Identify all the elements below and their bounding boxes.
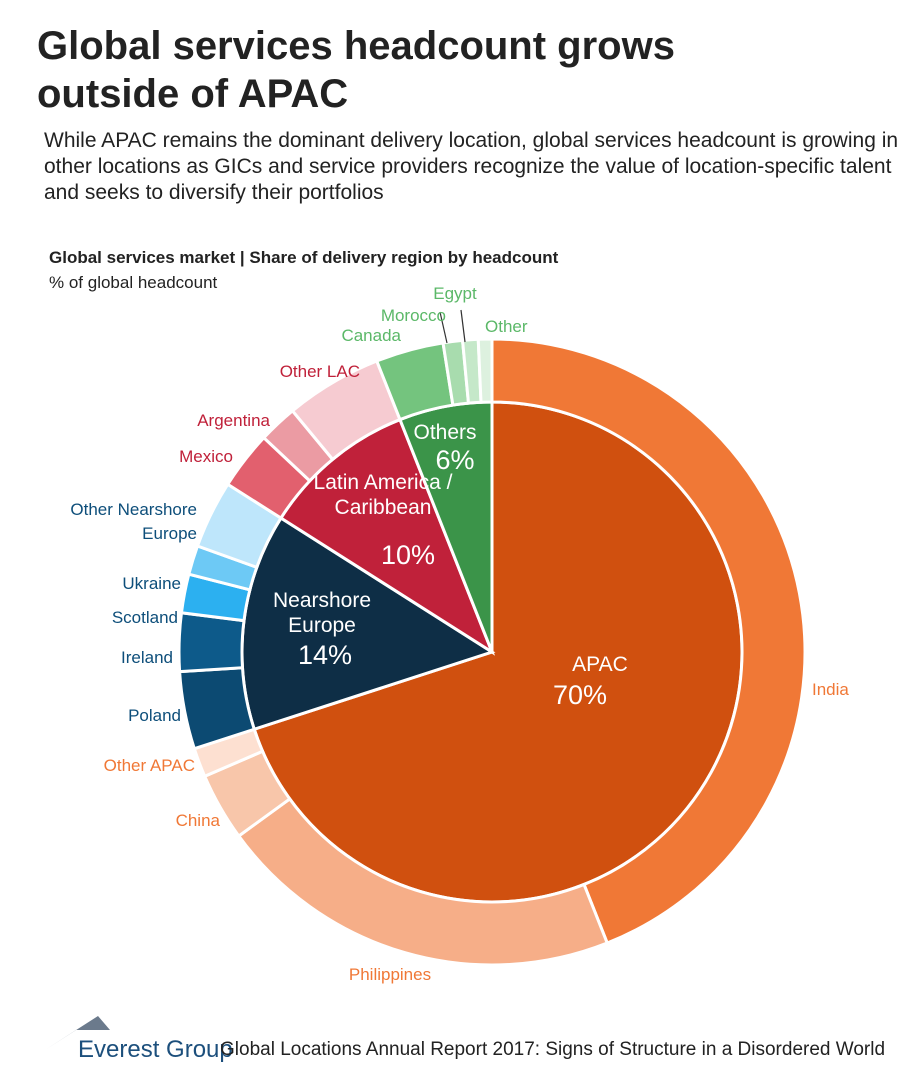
ring-label: Other Nearshore Europe — [70, 500, 197, 543]
value-label: 6% — [435, 445, 475, 475]
ring-label: Mexico — [179, 447, 233, 466]
subtitle: While APAC remains the dominant delivery… — [44, 129, 899, 204]
ring-label: Scotland — [111, 608, 178, 627]
ring-segment — [177, 611, 246, 674]
ring-label: Other APAC — [103, 756, 195, 775]
leader-line — [460, 309, 466, 343]
value-label: 70% — [552, 680, 608, 710]
ring-label: Philippines — [348, 965, 432, 984]
ring-segment — [476, 337, 494, 404]
slice-label: Latin America / Caribbean — [313, 471, 453, 519]
slice-label: Others — [413, 421, 477, 444]
ring-segment — [490, 337, 807, 945]
ring-label: Argentina — [197, 411, 270, 430]
brand: Everest Group — [78, 1036, 233, 1063]
chart-subtitle: % of global headcount — [49, 273, 218, 292]
ring-label: India — [812, 680, 849, 699]
chart-title: Global services market | Share of delive… — [49, 248, 559, 267]
source: Global Locations Annual Report 2017: Sig… — [220, 1039, 886, 1060]
ring-label: Ukraine — [122, 574, 181, 593]
ring-label: Poland — [128, 706, 181, 725]
value-label: 14% — [297, 640, 353, 670]
ring-label: Morocco — [380, 306, 446, 325]
slice-label: APAC — [572, 653, 628, 676]
ring-label: Egypt — [433, 284, 477, 303]
value-label: 10% — [380, 540, 436, 570]
leader-line — [439, 311, 448, 344]
ring-label: Ireland — [121, 648, 173, 667]
title: Global services headcount grows outside … — [37, 24, 675, 116]
ring-label: Other LAC — [279, 362, 360, 381]
slice-label: Nearshore Europe — [272, 589, 372, 637]
logo — [45, 1016, 110, 1050]
ring-label: Canada — [341, 326, 401, 345]
ring-label: China — [175, 811, 220, 830]
ring-label: Other — [485, 317, 528, 336]
